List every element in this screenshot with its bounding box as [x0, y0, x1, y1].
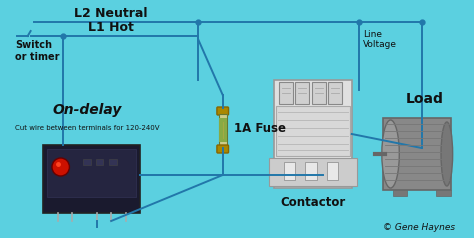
FancyBboxPatch shape [109, 159, 117, 165]
Text: L1 Hot: L1 Hot [88, 21, 134, 34]
FancyBboxPatch shape [392, 190, 407, 196]
FancyBboxPatch shape [217, 145, 228, 153]
Circle shape [52, 158, 69, 176]
FancyBboxPatch shape [47, 149, 137, 197]
FancyBboxPatch shape [328, 82, 342, 104]
Text: On-delay: On-delay [52, 103, 121, 117]
FancyBboxPatch shape [276, 106, 350, 156]
FancyBboxPatch shape [96, 159, 103, 165]
Ellipse shape [382, 120, 399, 188]
Bar [219, 118, 227, 142]
Ellipse shape [441, 122, 453, 186]
FancyBboxPatch shape [83, 159, 91, 165]
FancyBboxPatch shape [327, 162, 338, 180]
FancyBboxPatch shape [274, 80, 352, 188]
Text: Line
Voltage: Line Voltage [364, 30, 397, 50]
FancyBboxPatch shape [269, 158, 356, 186]
Text: © Gene Haynes: © Gene Haynes [383, 223, 455, 232]
Text: Cut wire between terminals for 120-240V: Cut wire between terminals for 120-240V [15, 125, 159, 131]
FancyBboxPatch shape [279, 82, 292, 104]
FancyBboxPatch shape [383, 118, 451, 190]
Text: Load: Load [406, 92, 444, 106]
FancyBboxPatch shape [219, 114, 227, 146]
FancyBboxPatch shape [43, 145, 140, 213]
Text: L2 Neutral: L2 Neutral [74, 7, 148, 20]
FancyBboxPatch shape [436, 190, 451, 196]
Text: Contactor: Contactor [280, 196, 346, 209]
FancyBboxPatch shape [312, 82, 326, 104]
FancyBboxPatch shape [295, 82, 309, 104]
Text: 1A Fuse: 1A Fuse [234, 122, 286, 134]
FancyBboxPatch shape [217, 107, 228, 115]
FancyBboxPatch shape [284, 162, 295, 180]
FancyBboxPatch shape [305, 162, 317, 180]
Text: Switch
or timer: Switch or timer [15, 40, 60, 62]
